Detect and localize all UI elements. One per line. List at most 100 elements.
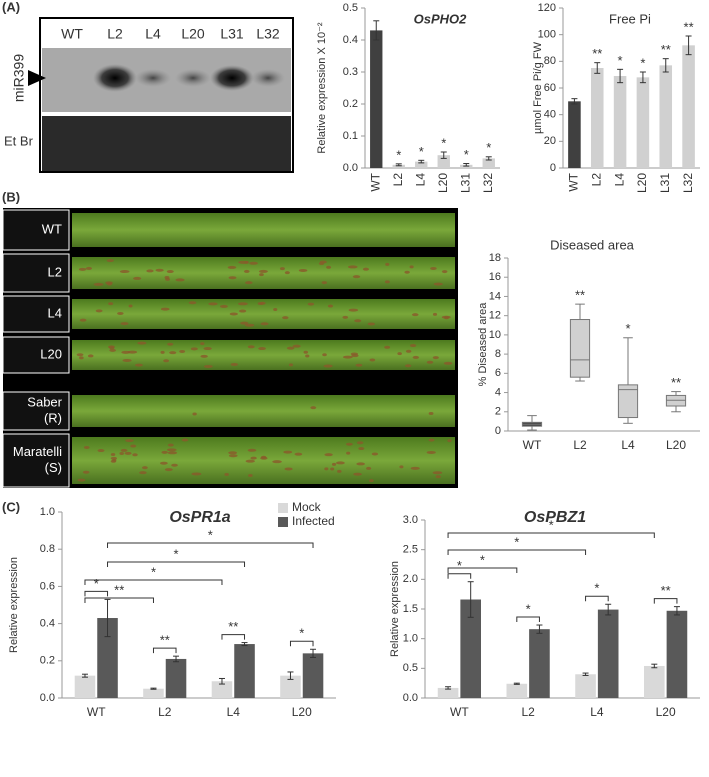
y-tick-label: 2: [495, 406, 501, 418]
bar: [97, 618, 118, 698]
lesion: [188, 301, 197, 305]
chart-title: Free Pi: [609, 11, 651, 26]
lesion: [125, 439, 134, 443]
bracket: [516, 616, 540, 623]
lesion: [137, 341, 147, 345]
lesion: [229, 312, 238, 316]
panel-label: (B): [2, 189, 20, 204]
lesion: [109, 348, 116, 352]
label-box: [2, 253, 70, 293]
x-tick-label: L4: [612, 173, 626, 187]
significance: *: [549, 517, 554, 532]
lesion: [124, 451, 132, 455]
significance: *: [441, 135, 446, 150]
significance: **: [661, 583, 671, 598]
x-tick-label: WT: [368, 172, 382, 191]
significance: *: [173, 546, 178, 561]
lesion: [404, 270, 410, 274]
lesion: [224, 472, 229, 476]
lesion: [282, 316, 289, 320]
y-tick-label: 3.0: [403, 514, 418, 526]
lesion: [384, 280, 390, 284]
lesion: [292, 344, 301, 348]
lesion: [78, 267, 87, 271]
band: [175, 69, 211, 87]
lesion: [321, 281, 328, 285]
lesion: [167, 451, 178, 455]
lesion: [240, 321, 249, 325]
lesion: [108, 302, 114, 306]
lesion: [190, 347, 198, 351]
significance: **: [671, 375, 681, 390]
bar: [597, 609, 619, 698]
arrow: [28, 70, 46, 86]
probe-label: miR399: [11, 54, 27, 102]
chart-title: OsPR1a: [169, 509, 230, 526]
lesion: [409, 265, 414, 269]
significance: **: [684, 19, 694, 34]
lesion: [355, 363, 363, 367]
lesion: [326, 265, 332, 269]
y-tick-label: 0.2: [343, 98, 358, 110]
lesion: [228, 451, 238, 455]
label-box: [2, 433, 70, 488]
lesion: [260, 456, 268, 460]
significance: **: [661, 42, 671, 57]
lesion: [247, 345, 255, 349]
lesion: [322, 353, 327, 357]
lesion: [369, 358, 376, 362]
bracket: [84, 590, 109, 597]
lesion: [259, 273, 264, 277]
y-tick-label: 0.5: [403, 662, 418, 674]
lesion: [95, 309, 103, 313]
significance: *: [526, 601, 531, 616]
lesion: [303, 350, 309, 354]
lesion: [348, 308, 359, 312]
lesion: [342, 355, 353, 359]
lesion: [426, 360, 434, 364]
lesion: [127, 350, 138, 354]
significance: *: [594, 581, 599, 596]
x-tick-label: L2: [391, 173, 405, 187]
lesion: [362, 267, 369, 271]
stain-label: Et Br: [4, 133, 34, 148]
y-tick-label: 18: [489, 252, 501, 264]
lesion: [179, 349, 186, 353]
lesion: [191, 472, 202, 476]
lesion: [166, 448, 177, 452]
lesion: [119, 451, 125, 455]
bar: [437, 687, 459, 698]
lesion: [346, 442, 353, 446]
band: [251, 69, 285, 87]
x-tick-label: L20: [635, 173, 649, 193]
bracket: [447, 549, 587, 555]
y-tick-label: 2.0: [403, 573, 418, 585]
significance: **: [228, 619, 238, 634]
legend-label: Infected: [292, 514, 335, 528]
lesion: [133, 276, 142, 280]
y-tick-label: 0: [495, 425, 501, 437]
lesion: [175, 278, 185, 282]
y-axis-label: Relative expression: [389, 561, 401, 657]
lesion: [208, 302, 218, 306]
significance: *: [618, 53, 623, 68]
leaf: [72, 213, 455, 247]
bracket: [107, 561, 246, 567]
lesion: [405, 349, 412, 353]
lesion: [77, 478, 86, 482]
leaf: [72, 257, 455, 289]
lesion: [371, 452, 379, 456]
x-tick-label: L20: [436, 173, 450, 193]
lesion: [164, 468, 173, 472]
lesion: [399, 465, 404, 469]
lesion: [411, 313, 419, 317]
lesion: [444, 316, 449, 320]
lesion: [139, 471, 147, 475]
lesion: [346, 451, 351, 455]
leaf-label: (R): [44, 410, 62, 425]
x-tick-label: L2: [589, 173, 603, 187]
lesion: [106, 259, 114, 263]
leaf-label: L2: [48, 264, 62, 279]
